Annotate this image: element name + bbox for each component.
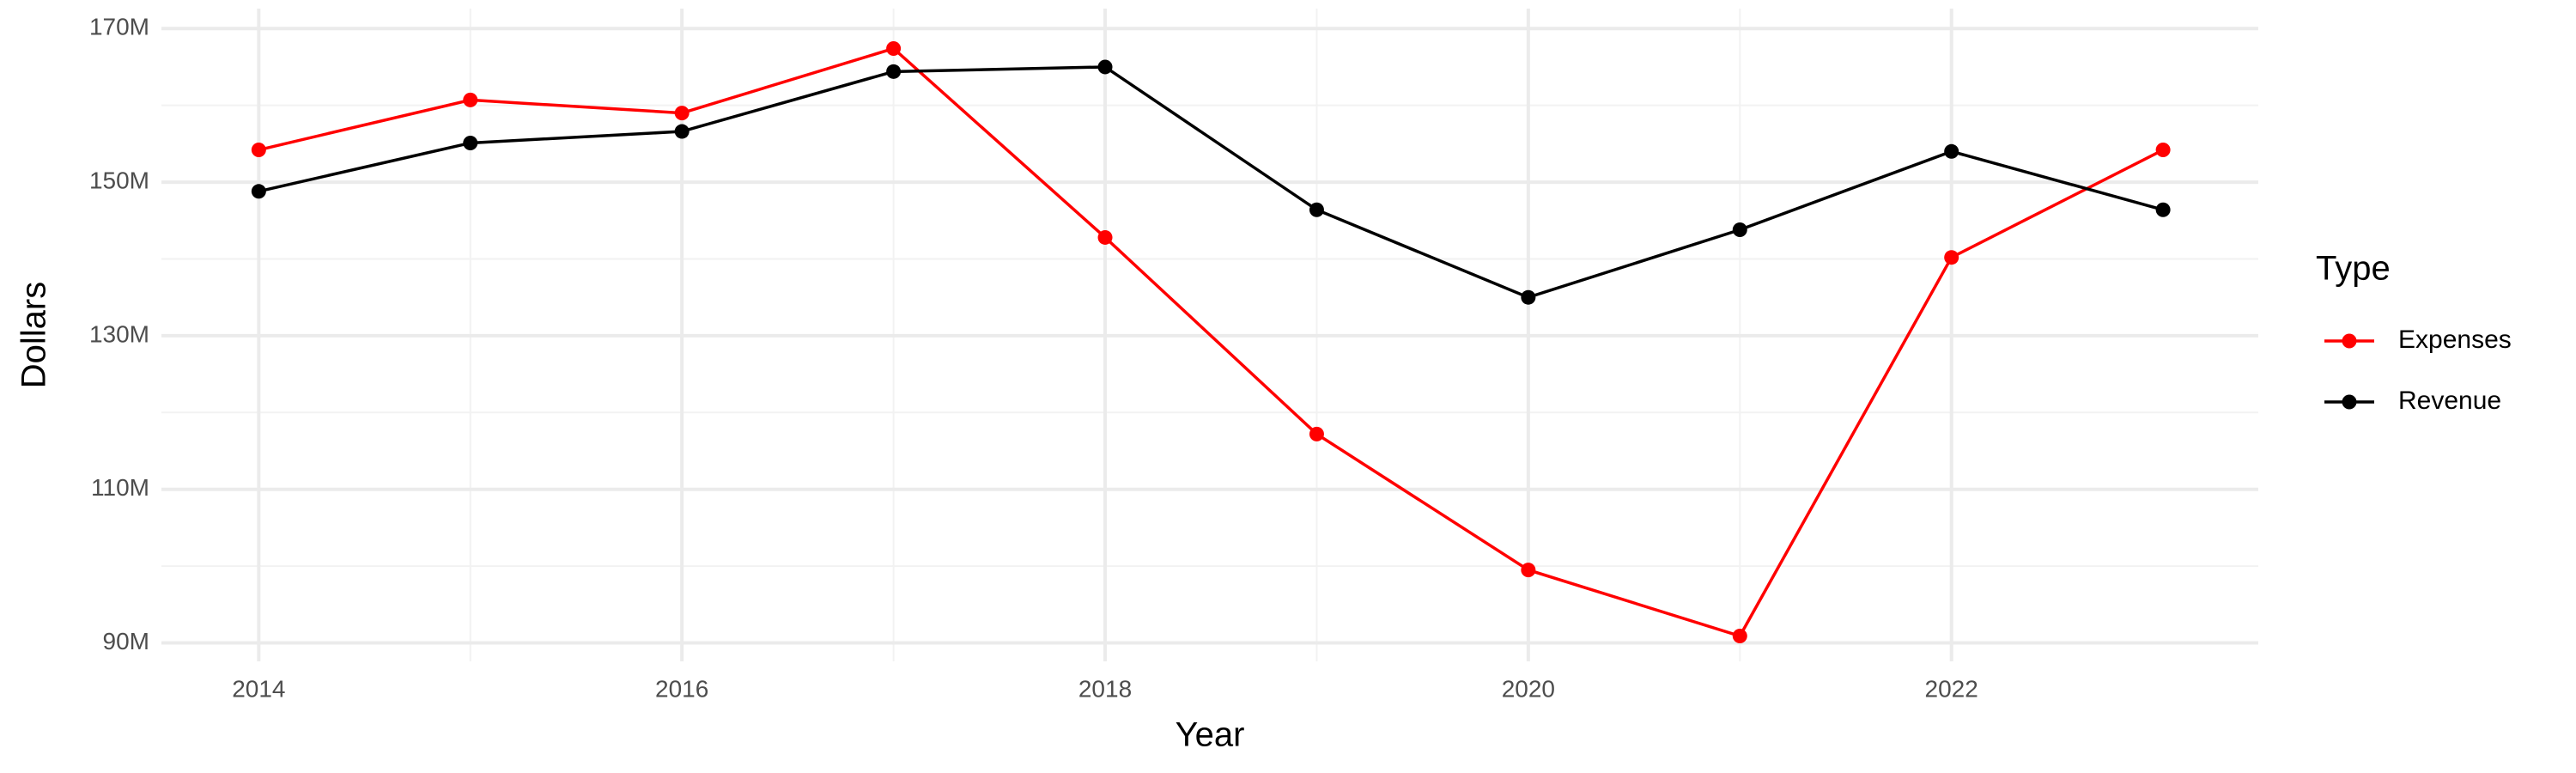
y-tick-label: 150M bbox=[89, 167, 149, 193]
point bbox=[1309, 426, 1324, 441]
point bbox=[1097, 229, 1113, 245]
point bbox=[251, 184, 266, 199]
legend-title: Type bbox=[2316, 250, 2391, 288]
point bbox=[674, 106, 690, 121]
x-tick-label: 2016 bbox=[655, 675, 708, 702]
y-tick-label: 170M bbox=[89, 14, 149, 40]
x-axis-title: Year bbox=[1176, 716, 1245, 754]
point bbox=[1521, 563, 1536, 578]
point bbox=[463, 135, 478, 150]
y-tick-label: 130M bbox=[89, 320, 149, 347]
series-line bbox=[258, 65, 2164, 300]
x-tick-label: 2022 bbox=[1925, 675, 1978, 702]
x-tick-label: 2014 bbox=[232, 675, 285, 702]
point bbox=[1309, 202, 1324, 217]
point bbox=[886, 40, 902, 56]
series-line bbox=[258, 46, 2164, 638]
y-axis-title: Dollars bbox=[15, 282, 53, 388]
point bbox=[1521, 289, 1536, 305]
x-tick-label: 2020 bbox=[1502, 675, 1555, 702]
point bbox=[251, 143, 266, 158]
point bbox=[463, 92, 478, 107]
legend-key-point bbox=[2342, 394, 2357, 410]
y-tick-label: 110M bbox=[91, 474, 149, 501]
x-tick-label: 2018 bbox=[1078, 675, 1132, 702]
point bbox=[1097, 59, 1113, 75]
y-tick-label: 90M bbox=[103, 628, 149, 654]
legend-label: Revenue bbox=[2398, 386, 2501, 415]
point bbox=[886, 64, 902, 79]
point bbox=[1944, 250, 1959, 265]
point bbox=[674, 124, 690, 139]
legend-label: Expenses bbox=[2398, 326, 2512, 354]
legend-key-point bbox=[2342, 333, 2357, 349]
point bbox=[1732, 628, 1747, 643]
point bbox=[2155, 202, 2171, 217]
point bbox=[1732, 222, 1747, 238]
point bbox=[1944, 143, 1959, 159]
point bbox=[2155, 143, 2171, 158]
